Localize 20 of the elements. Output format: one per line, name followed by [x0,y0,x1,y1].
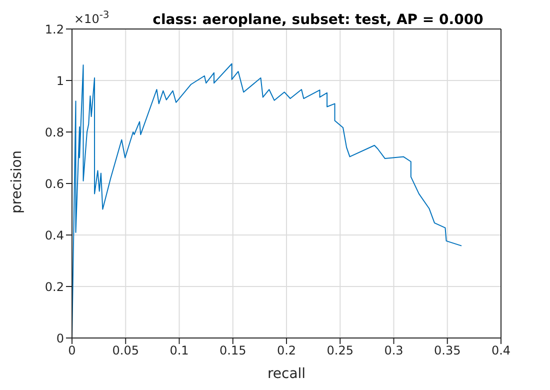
y-tick-label: 0 [56,331,64,346]
x-tick-label: 0.25 [326,344,354,358]
y-tick-label: 1.2 [44,22,64,36]
y-tick-label: 0.8 [44,125,64,140]
x-tick-label: 0 [68,344,76,358]
y-axis-title: precision [8,150,25,214]
x-tick-label: 0.2 [276,344,296,358]
x-tick-label: 0.4 [491,344,511,358]
text: ×10$^{-3}$ [74,10,110,26]
y-tick-label: 1 [56,74,64,88]
x-tick-label: 0.1 [170,344,189,358]
y-tick-label: 0.2 [44,280,64,294]
x-tick-label: 0.15 [220,344,246,358]
x-tick-label: 0.05 [112,344,139,358]
y-tick-label: 0.4 [44,228,64,242]
x-tick-label: 0.3 [384,344,404,358]
x-tick-label: 0.35 [434,344,461,358]
y-tick-label: 0.6 [44,176,64,191]
x-axis-title: recall [267,366,306,382]
chart-title: class: aeroplane, subset: test, AP = 0.000 [152,12,484,28]
